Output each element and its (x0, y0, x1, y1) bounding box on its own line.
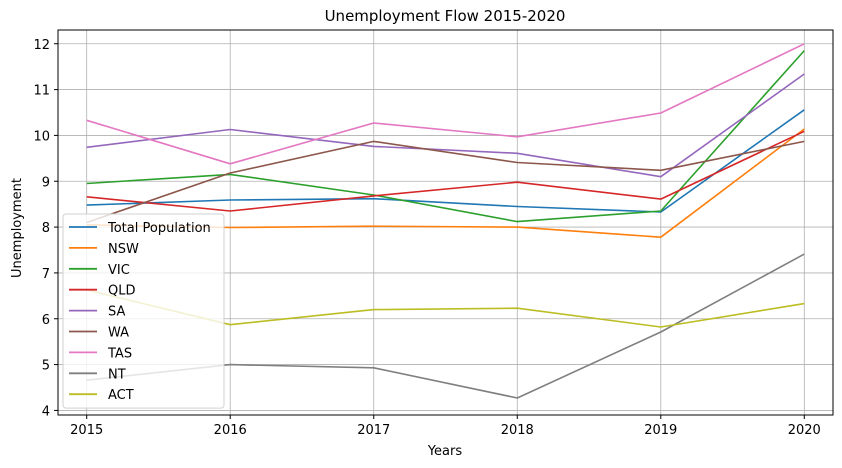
series-line-qld (86, 130, 805, 212)
series-line-tas (86, 43, 805, 165)
axis-ticks: 2015 2016 2017 2018 2019 2020 4 5 6 7 8 9 10 11 12 (33, 38, 820, 438)
legend: Total Population NSW VIC QLD SA WA TAS NT ACT (62, 213, 225, 409)
y-tick-label: 9 (42, 175, 50, 190)
legend-label: NT (108, 367, 126, 382)
y-tick-label: 5 (42, 359, 50, 374)
y-tick-label: 10 (33, 129, 50, 144)
y-tick-label: 8 (42, 221, 50, 236)
series-line-sa (86, 73, 805, 178)
legend-label: SA (108, 305, 125, 320)
legend-label: WA (108, 326, 129, 341)
x-tick-label: 2018 (501, 423, 534, 438)
legend-label: VIC (108, 263, 130, 278)
x-tick-label: 2016 (214, 423, 247, 438)
y-tick-label: 7 (42, 267, 50, 282)
x-tick-label: 2020 (788, 423, 821, 438)
y-axis-label: Unemployment (10, 178, 25, 278)
y-tick-label: 11 (33, 84, 50, 99)
series-line-wa (86, 140, 805, 224)
plot-area (57, 29, 834, 416)
legend-label: NSW (108, 242, 139, 257)
x-tick-label: 2015 (70, 423, 103, 438)
x-axis-label: Years (427, 444, 463, 459)
legend-box (62, 213, 225, 409)
y-tick-label: 12 (33, 38, 50, 53)
legend-label: Total Population (107, 221, 211, 236)
series-line-vic (86, 50, 805, 223)
x-tick-label: 2017 (357, 423, 390, 438)
x-tick-label: 2019 (644, 423, 677, 438)
chart-title: Unemployment Flow 2015-2020 (325, 7, 566, 25)
legend-label: TAS (107, 346, 132, 361)
legend-label: QLD (108, 284, 136, 299)
series-line-total-population (86, 109, 805, 213)
legend-label: ACT (108, 388, 134, 403)
y-tick-label: 6 (42, 313, 50, 328)
y-tick-label: 4 (42, 404, 50, 419)
